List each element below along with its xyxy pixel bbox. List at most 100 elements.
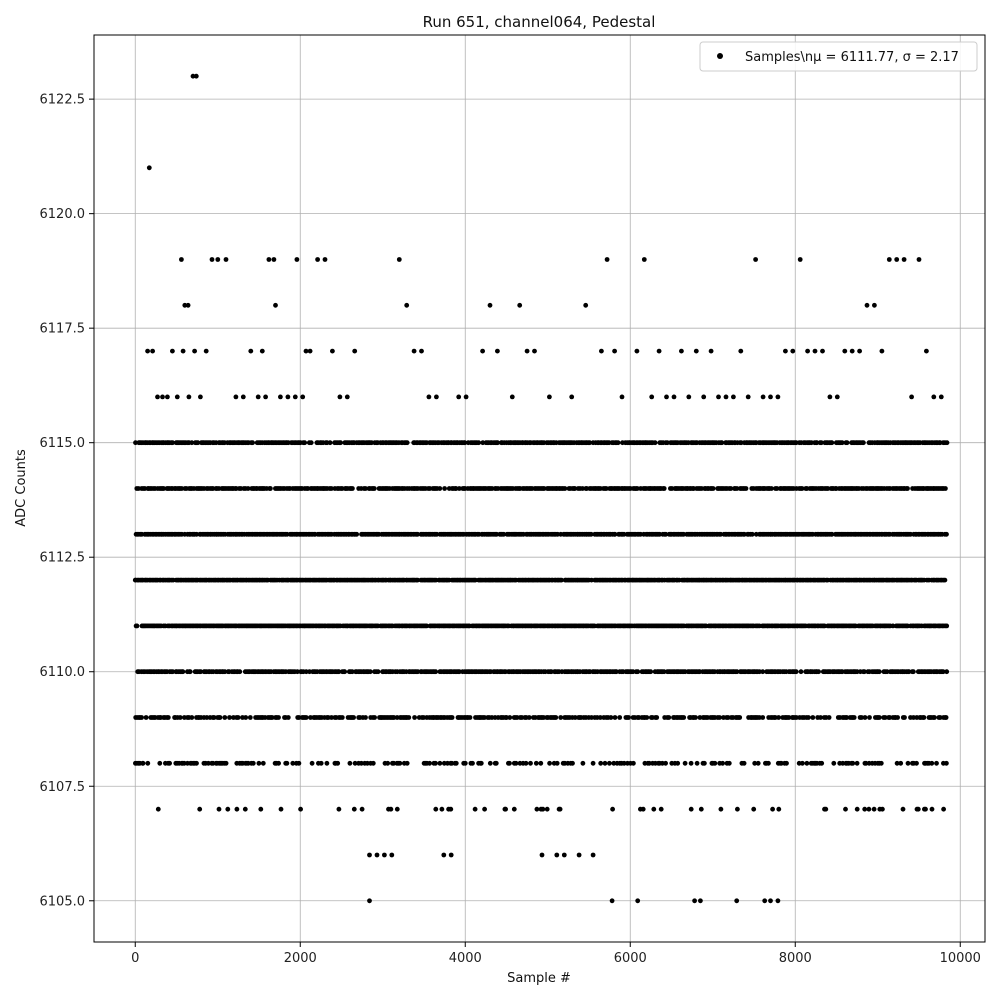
sample-point: [260, 760, 266, 766]
sample-point: [327, 440, 333, 446]
sample-point: [790, 348, 796, 354]
sample-point: [160, 394, 165, 400]
sample-point: [938, 394, 944, 400]
sample-point: [433, 760, 438, 766]
sample-point: [243, 715, 249, 720]
sample-point: [375, 669, 381, 675]
sample-point: [180, 669, 186, 675]
sample-point: [648, 669, 654, 675]
sample-point: [255, 394, 261, 400]
sample-point: [448, 852, 454, 858]
x-tick-label: 6000: [614, 951, 647, 966]
sample-point: [602, 760, 608, 766]
sample-point: [762, 898, 768, 904]
sample-point: [389, 852, 395, 858]
sample-point: [344, 394, 350, 400]
sample-point: [794, 715, 799, 720]
sample-point: [827, 394, 833, 400]
sample-point: [433, 806, 439, 812]
sample-point: [502, 806, 508, 812]
sample-point: [441, 852, 447, 858]
sample-point: [307, 348, 313, 354]
sample-point: [737, 715, 743, 720]
sample-point: [242, 806, 248, 812]
x-tick-label: 2000: [284, 951, 317, 966]
y-tick-label: 6117.5: [40, 322, 86, 337]
sample-point: [658, 806, 664, 812]
sample-point: [688, 806, 694, 812]
sample-point: [843, 806, 848, 812]
sample-point: [167, 760, 173, 766]
sample-point: [322, 257, 328, 262]
sample-point: [698, 898, 703, 904]
sample-point: [708, 348, 714, 354]
sample-point: [248, 348, 254, 354]
sample-point: [192, 348, 198, 354]
sample-point: [372, 715, 377, 720]
sample-point: [276, 715, 281, 720]
sample-point: [661, 669, 667, 675]
legend-marker: [717, 53, 723, 59]
sample-point: [215, 257, 221, 262]
sample-point: [269, 715, 275, 720]
sample-point: [590, 852, 596, 858]
sample-point: [419, 348, 424, 354]
sample-point: [180, 348, 186, 354]
sample-point: [449, 715, 455, 720]
sample-point: [942, 577, 948, 583]
sample-point: [654, 715, 660, 720]
sample-point: [716, 394, 721, 400]
sample-point: [723, 394, 729, 400]
sample-point: [204, 715, 210, 720]
sample-point: [599, 348, 604, 354]
sample-point: [631, 760, 636, 766]
sample-point: [760, 715, 766, 720]
sample-point: [179, 486, 185, 491]
sample-point: [864, 302, 870, 308]
sample-point: [448, 806, 454, 812]
sample-point: [862, 806, 868, 812]
sample-point: [902, 715, 907, 720]
sample-point: [285, 715, 291, 720]
sample-point: [818, 715, 823, 720]
sample-point: [944, 531, 949, 537]
sample-point: [854, 806, 860, 812]
sample-point: [829, 440, 835, 446]
sample-point: [237, 669, 243, 675]
legend: Samples\nμ = 6111.77, σ = 2.17: [699, 41, 978, 72]
sample-point: [769, 486, 774, 491]
sample-point: [367, 898, 372, 904]
sample-point: [734, 898, 740, 904]
sample-point: [298, 806, 303, 812]
sample-point: [569, 394, 575, 400]
sample-point: [501, 531, 507, 537]
sample-point: [895, 715, 900, 720]
sample-point: [880, 806, 885, 812]
sample-point: [615, 440, 621, 446]
sample-point: [872, 302, 877, 308]
sample-point: [203, 348, 209, 354]
sample-point: [693, 348, 699, 354]
sample-point: [701, 394, 707, 400]
sample-point: [354, 531, 360, 537]
sample-point: [347, 760, 353, 766]
sample-point: [718, 531, 724, 537]
sample-point: [718, 806, 724, 812]
sample-point: [303, 715, 309, 720]
sample-point: [517, 302, 523, 308]
sample-point: [247, 715, 253, 720]
sample-point: [161, 486, 167, 491]
sample-point: [934, 760, 939, 766]
x-axis-title: Sample #: [507, 971, 571, 986]
sample-point: [671, 394, 677, 400]
sample-point: [580, 760, 586, 766]
sample-point: [511, 806, 517, 812]
sample-point: [482, 806, 487, 812]
sample-point: [404, 302, 410, 308]
sample-point: [743, 486, 749, 491]
sample-point: [612, 348, 617, 354]
sample-point: [735, 806, 740, 812]
sample-point: [495, 348, 500, 354]
sample-point: [547, 394, 552, 400]
